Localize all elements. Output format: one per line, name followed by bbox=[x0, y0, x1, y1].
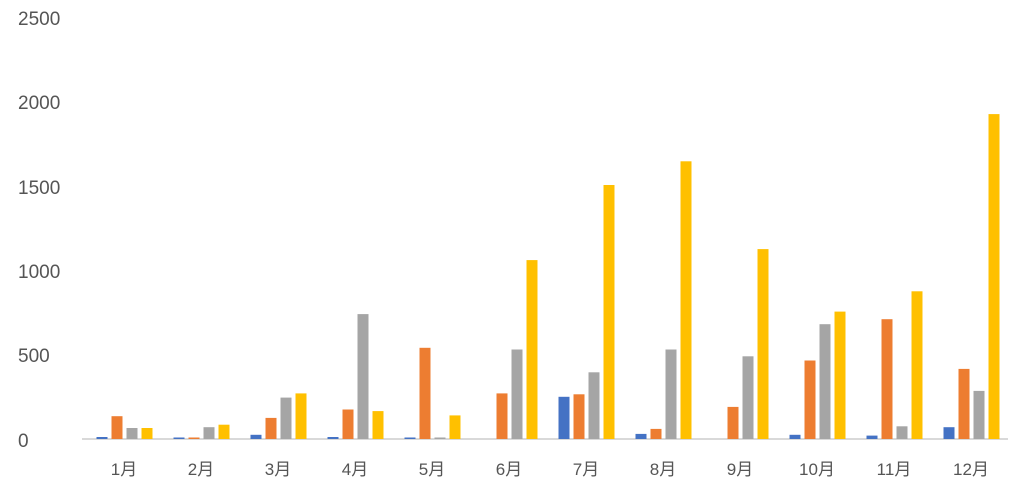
bar-5月-series-2 bbox=[419, 347, 431, 439]
bar-11月-series-1 bbox=[866, 435, 878, 439]
bar-2月-series-4 bbox=[218, 424, 230, 439]
x-tick-label: 5月 bbox=[419, 460, 445, 479]
bar-4月-series-3 bbox=[357, 314, 369, 439]
x-tick-label: 9月 bbox=[727, 460, 753, 479]
bar-7月-series-3 bbox=[588, 372, 600, 439]
bar-5月-series-3 bbox=[434, 437, 446, 439]
bar-8月-series-2 bbox=[650, 428, 662, 439]
bar-1月-series-3 bbox=[126, 428, 138, 439]
bar-9月-series-4 bbox=[757, 249, 769, 439]
x-axis-ticks: 1月 2月 3月 4月 5月 6月 7月 8月 9月 10月 11月 12月 bbox=[111, 460, 989, 479]
bar-2月-series-3 bbox=[203, 427, 215, 439]
x-tick-label: 11月 bbox=[877, 460, 912, 479]
bar-9月-series-3 bbox=[742, 356, 754, 439]
bar-12月-series-2 bbox=[958, 368, 970, 439]
bar-1月-series-4 bbox=[141, 428, 153, 439]
x-tick-label: 8月 bbox=[650, 460, 676, 479]
bar-1月-series-1 bbox=[96, 437, 108, 439]
y-tick-label: 1000 bbox=[18, 262, 60, 283]
x-tick-label: 12月 bbox=[953, 460, 989, 479]
bar-4月-series-4 bbox=[372, 411, 384, 439]
x-tick-label: 7月 bbox=[573, 460, 599, 479]
y-tick-label: 2000 bbox=[18, 93, 60, 114]
y-axis-ticks: 0 500 1000 1500 2000 2500 bbox=[18, 9, 60, 452]
bar-4月-series-2 bbox=[342, 409, 354, 439]
bar-1月-series-2 bbox=[111, 416, 123, 439]
x-tick-label: 3月 bbox=[265, 460, 291, 479]
bar-12月-series-3 bbox=[973, 390, 985, 439]
y-tick-label: 2500 bbox=[18, 9, 60, 30]
bar-5月-series-1 bbox=[404, 437, 416, 439]
bar-10月-series-1 bbox=[789, 434, 801, 439]
bars-group bbox=[96, 114, 1000, 440]
bar-10月-series-4 bbox=[834, 311, 846, 439]
bar-7月-series-4 bbox=[603, 185, 615, 439]
y-tick-label: 1500 bbox=[18, 178, 60, 199]
bar-10月-series-3 bbox=[819, 324, 831, 439]
bar-3月-series-1 bbox=[250, 434, 262, 439]
x-tick-label: 10月 bbox=[799, 460, 835, 479]
bar-7月-series-2 bbox=[573, 394, 585, 439]
x-tick-label: 1月 bbox=[111, 460, 137, 479]
bar-8月-series-3 bbox=[665, 349, 677, 439]
bar-6月-series-2 bbox=[496, 393, 508, 439]
bar-6月-series-3 bbox=[511, 349, 523, 439]
x-tick-label: 4月 bbox=[342, 460, 368, 479]
bar-3月-series-3 bbox=[280, 397, 292, 439]
bar-3月-series-4 bbox=[295, 393, 307, 439]
x-tick-label: 6月 bbox=[496, 460, 522, 479]
y-tick-label: 500 bbox=[18, 346, 50, 367]
bar-12月-series-4 bbox=[988, 114, 1000, 439]
bar-11月-series-2 bbox=[881, 319, 893, 439]
bar-5月-series-4 bbox=[449, 415, 461, 439]
bar-3月-series-2 bbox=[265, 417, 277, 439]
bar-8月-series-1 bbox=[635, 433, 647, 439]
bar-9月-series-2 bbox=[727, 406, 739, 439]
bar-2月-series-1 bbox=[173, 437, 185, 439]
bar-4月-series-1 bbox=[327, 437, 339, 439]
bar-11月-series-3 bbox=[896, 426, 908, 439]
bar-10月-series-2 bbox=[804, 360, 816, 439]
bar-8月-series-4 bbox=[680, 161, 692, 440]
bar-12月-series-1 bbox=[943, 427, 955, 439]
x-tick-label: 2月 bbox=[188, 460, 214, 479]
bar-2月-series-2 bbox=[188, 437, 200, 439]
bar-11月-series-4 bbox=[911, 291, 923, 439]
y-tick-label: 0 bbox=[18, 431, 29, 452]
bar-7月-series-1 bbox=[558, 396, 570, 439]
bar-6月-series-4 bbox=[526, 260, 538, 439]
